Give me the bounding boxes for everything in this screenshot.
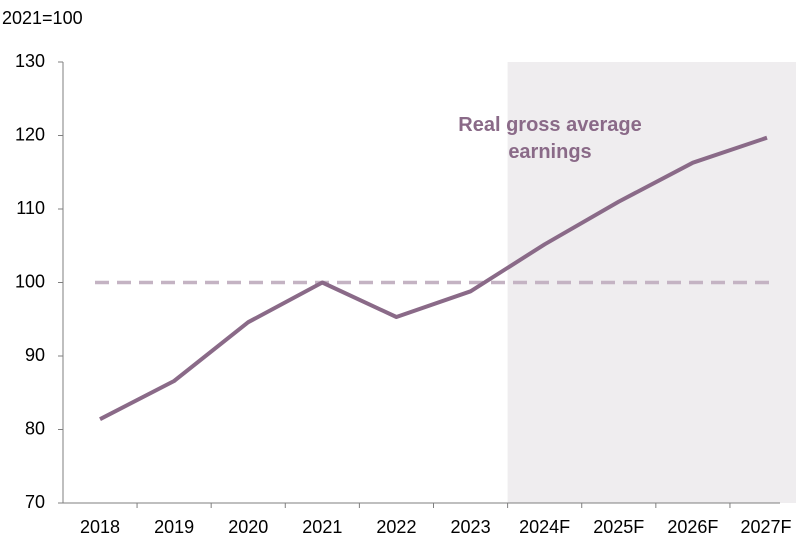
x-tick-label: 2021: [302, 517, 342, 537]
y-tick-label: 110: [16, 198, 45, 218]
y-tick-label: 90: [25, 345, 45, 365]
x-tick-label: 2027F: [740, 517, 791, 537]
x-tick-label: 2025F: [593, 517, 644, 537]
x-tick-label: 2019: [154, 517, 194, 537]
x-tick-label: 2018: [80, 517, 120, 537]
x-tick-label: 2020: [228, 517, 268, 537]
y-tick-label: 100: [15, 271, 45, 291]
y-tick-label: 120: [15, 124, 45, 144]
y-tick-label: 70: [25, 492, 45, 512]
x-tick-label: 2023: [451, 517, 491, 537]
x-tick-label: 2026F: [667, 517, 718, 537]
y-tick-label: 130: [15, 51, 45, 71]
series-annotation: Real gross average earnings: [458, 114, 642, 163]
y-axis-label: 2021=100: [2, 8, 83, 28]
series-line: [99, 135, 768, 421]
x-tick-label: 2024F: [519, 517, 570, 537]
y-tick-label: 80: [25, 418, 45, 438]
x-tick-label: 2022: [376, 517, 416, 537]
